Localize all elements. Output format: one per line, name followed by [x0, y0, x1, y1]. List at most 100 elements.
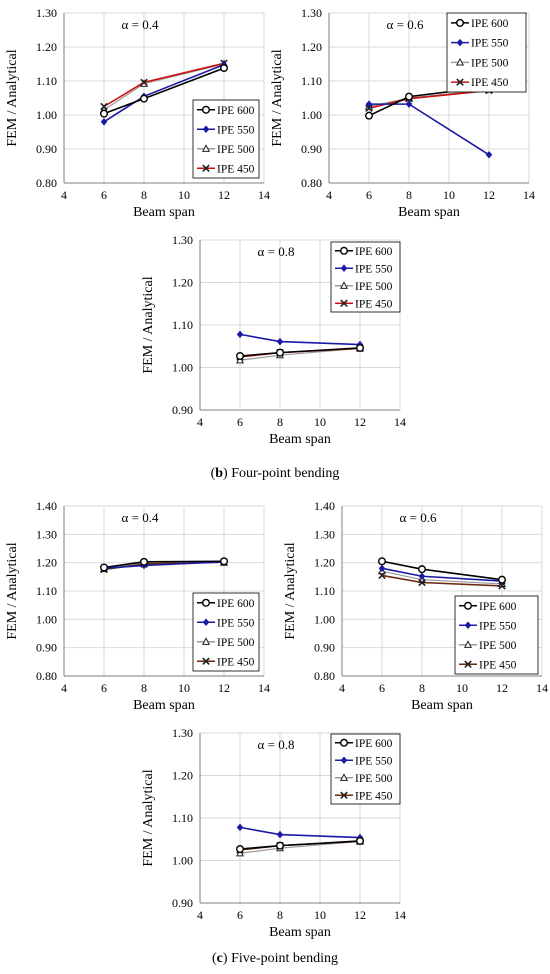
legend-marker	[456, 78, 464, 86]
legend-marker	[340, 246, 349, 255]
legend: IPE 600 IPE 550 IPE 500 IPE 450	[454, 595, 539, 675]
y-tick-label: 1.10	[36, 74, 57, 88]
legend: IPE 600 IPE 550 IPE 500 IPE 450	[192, 99, 260, 179]
legend-marker	[339, 281, 349, 289]
data-point	[139, 94, 148, 103]
legend-label: IPE 500	[217, 637, 255, 649]
y-tick-label: 1.00	[172, 361, 193, 375]
legend-label: IPE 550	[355, 755, 393, 767]
chart-3: 4 6 8 10 12 14 0.90 1.00 1.10 1.20 1.30 Beam span FE…	[141, 233, 406, 447]
data-point	[99, 563, 108, 572]
y-tick-label: 1.30	[301, 6, 322, 20]
data-point	[219, 557, 228, 566]
data-point	[405, 100, 413, 108]
chart-title: α = 0.4	[122, 510, 159, 525]
data-point	[418, 565, 427, 574]
y-tick-label: 1.10	[36, 584, 57, 598]
data-point	[418, 572, 426, 581]
data-point	[99, 109, 108, 118]
legend-label: IPE 600	[471, 18, 509, 30]
legend-label: IPE 550	[471, 38, 509, 50]
legend-label: IPE 550	[217, 617, 255, 629]
y-axis-title: FEM / Analytical	[141, 276, 156, 373]
x-tick-label: 10	[178, 681, 190, 695]
legend-marker	[202, 164, 210, 173]
legend-label: IPE 450	[355, 790, 393, 802]
data-point	[498, 582, 506, 590]
legend-label: IPE 450	[479, 659, 517, 671]
chart-4: 4 6 8 10 12 14 0.80 0.90 1.00 1.10 1.20 1.30 1.40 Bea…	[5, 499, 270, 713]
legend-label: IPE 450	[355, 298, 393, 310]
y-tick-label: 1.30	[36, 6, 57, 20]
legend-marker	[201, 144, 211, 152]
legend-label: IPE 600	[217, 598, 255, 610]
data-point	[276, 830, 284, 839]
chart-5: 4 6 8 10 12 14 0.80 0.90 1.00 1.10 1.20 1.30 1.40 Bea…	[283, 499, 548, 713]
legend-marker	[201, 105, 210, 114]
y-tick-label: 1.10	[172, 811, 193, 825]
legend-marker	[340, 738, 349, 747]
y-tick-label: 1.00	[36, 612, 57, 626]
legend-label: IPE 550	[217, 124, 255, 136]
legend-label: IPE 600	[217, 105, 255, 117]
y-tick-label: 0.80	[36, 669, 57, 683]
y-tick-label: 1.00	[172, 854, 193, 868]
x-tick-label: 14	[258, 188, 270, 202]
data-point	[235, 352, 244, 361]
y-tick-label: 1.20	[172, 769, 193, 783]
legend-marker	[202, 618, 210, 627]
x-tick-label: 8	[277, 908, 283, 922]
data-point	[219, 64, 228, 73]
caption-five-point: (c) Five-point bending	[212, 951, 338, 966]
y-tick-label: 0.90	[314, 641, 335, 655]
y-tick-label: 1.30	[172, 726, 193, 740]
y-tick-label: 1.00	[36, 108, 57, 122]
data-point	[365, 104, 373, 112]
y-tick-label: 0.90	[301, 142, 322, 156]
x-tick-label: 12	[354, 908, 366, 922]
x-tick-label: 14	[258, 681, 270, 695]
x-tick-label: 4	[326, 188, 332, 202]
x-tick-label: 14	[394, 908, 406, 922]
series-line	[239, 840, 361, 850]
x-tick-label: 10	[314, 415, 326, 429]
legend-marker	[463, 640, 473, 648]
data-point	[235, 845, 244, 854]
data-point	[100, 118, 108, 126]
data-point	[100, 102, 108, 111]
y-tick-label: 1.20	[301, 40, 322, 54]
x-tick-label: 8	[406, 188, 412, 202]
legend-marker	[339, 773, 349, 781]
caption-letter: b	[215, 466, 224, 481]
x-tick-label: 4	[197, 415, 203, 429]
y-axis-title: FEM / Analytical	[270, 49, 285, 146]
data-point	[418, 578, 426, 587]
y-tick-label: 1.20	[314, 556, 335, 570]
legend-marker	[340, 299, 348, 308]
x-tick-label: 4	[61, 188, 67, 202]
series-line	[239, 333, 361, 346]
x-tick-label: 12	[218, 188, 230, 202]
data-point	[276, 841, 285, 850]
y-axis-title: FEM / Analytical	[5, 49, 20, 146]
data-point	[140, 78, 148, 87]
x-axis-title: Beam span	[398, 205, 460, 220]
y-tick-label: 1.40	[36, 499, 57, 513]
y-tick-label: 1.10	[314, 584, 335, 598]
data-point	[378, 564, 386, 573]
x-tick-label: 8	[141, 188, 147, 202]
legend-label: IPE 500	[355, 773, 393, 785]
y-tick-label: 0.80	[301, 176, 322, 190]
x-tick-label: 12	[354, 415, 366, 429]
x-tick-label: 4	[61, 681, 67, 695]
legend-marker	[202, 657, 210, 666]
data-point	[378, 571, 386, 580]
chart-title: α = 0.6	[400, 510, 437, 525]
x-tick-label: 14	[394, 415, 406, 429]
x-tick-label: 12	[483, 188, 495, 202]
legend-label: IPE 600	[479, 601, 517, 613]
y-axis-title: FEM / Analytical	[283, 542, 298, 639]
x-tick-label: 4	[339, 681, 345, 695]
data-point	[356, 836, 365, 845]
